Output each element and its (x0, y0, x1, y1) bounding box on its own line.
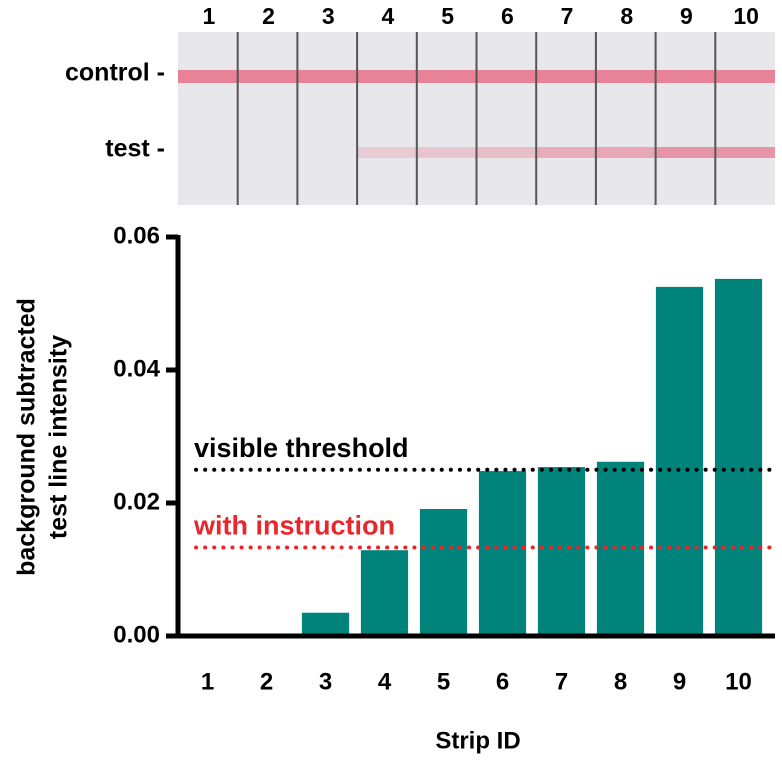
x-axis-title: Strip ID (435, 727, 520, 754)
y-tick-label: 0.00 (113, 621, 160, 648)
bar (478, 471, 527, 636)
control-line (476, 70, 537, 83)
x-tick-label: 3 (319, 668, 332, 695)
bar (301, 612, 350, 636)
strip-number: 6 (501, 3, 514, 29)
control-line (237, 70, 298, 83)
control-line (595, 70, 656, 83)
test-line (476, 147, 537, 158)
test-label: test - (105, 135, 165, 163)
control-line (357, 70, 417, 83)
y-tick-label: 0.06 (113, 222, 160, 249)
control-line (715, 70, 775, 83)
bar (537, 467, 586, 636)
test-line (595, 147, 656, 158)
bar (596, 461, 645, 636)
strip-number: 3 (322, 3, 335, 29)
strip-number: 8 (620, 3, 633, 29)
x-tick-label: 7 (555, 668, 568, 695)
y-tick-label: 0.04 (113, 355, 160, 382)
bar (360, 550, 409, 636)
test-line (655, 147, 716, 158)
test-line (357, 147, 417, 158)
x-tick-label: 8 (614, 668, 627, 695)
x-tick-label: 2 (260, 668, 273, 695)
bar (714, 278, 763, 636)
control-line (297, 70, 358, 83)
y-tick-label: 0.02 (113, 488, 160, 515)
bar (655, 286, 704, 636)
x-tick-label: 4 (378, 668, 392, 695)
test-line (416, 147, 477, 158)
reference-label: with instruction (193, 511, 395, 541)
x-tick-label: 6 (496, 668, 509, 695)
bar (419, 508, 468, 636)
strip-number: 2 (262, 3, 275, 29)
y-axis-title: background subtracted (13, 298, 41, 576)
strip-number: 5 (441, 3, 454, 29)
x-tick-label: 5 (437, 668, 450, 695)
x-tick-label: 9 (673, 668, 686, 695)
strip-number: 7 (561, 3, 574, 29)
strip-number: 4 (382, 3, 395, 29)
control-line (178, 70, 238, 83)
test-line (536, 147, 596, 158)
test-line (715, 147, 775, 158)
strip-number: 10 (733, 3, 759, 29)
y-axis-title: test line intensity (45, 335, 73, 539)
x-tick-label: 1 (201, 668, 214, 695)
strip-number: 9 (680, 3, 693, 29)
reference-label: visible threshold (194, 433, 409, 463)
control-line (655, 70, 716, 83)
control-line (416, 70, 477, 83)
x-tick-label: 10 (725, 668, 752, 695)
control-line (536, 70, 596, 83)
control-label: control - (65, 59, 165, 87)
strip-number: 1 (202, 3, 215, 29)
